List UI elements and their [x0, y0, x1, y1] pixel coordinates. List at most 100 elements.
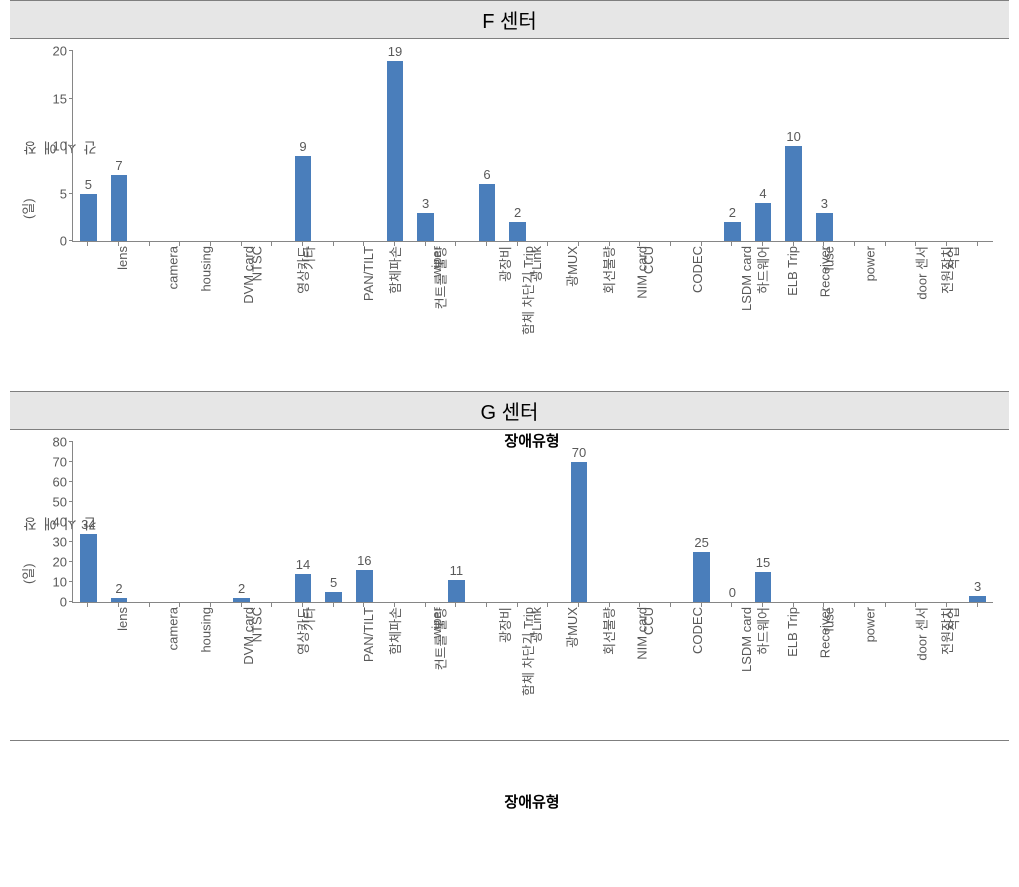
chart_f-xtick-mark: [854, 242, 855, 246]
chart_g-xtick-mark: [823, 603, 824, 607]
chart_g-bar: 34: [80, 534, 97, 602]
chart_g-xtick-mark: [179, 603, 180, 607]
chart_g-xtick-mark: [885, 603, 886, 607]
chart_f-bar: 7: [111, 175, 128, 242]
chart_g-bar-value-label: 25: [694, 535, 708, 552]
chart_g-xtick-mark: [394, 603, 395, 607]
chart_g-bar-value-label: 34: [81, 517, 95, 534]
chart_f-bar: 2: [724, 222, 741, 241]
chart_f-xtick-label: 하드웨어: [753, 246, 772, 294]
chart_g-xtick-mark: [670, 603, 671, 607]
chart_f-xtick-label: ELB Trip: [785, 246, 800, 296]
chart_g-xtick-mark: [87, 603, 88, 607]
chart_g-bar: 3: [969, 596, 986, 602]
chart_f-bars: 5791936224103: [73, 51, 993, 241]
chart_g-ytick: 70: [35, 455, 67, 470]
chart_f-bar-value-label: 7: [115, 158, 122, 175]
chart_f-xtick-mark: [149, 242, 150, 246]
chart_f-xtick-mark: [425, 242, 426, 246]
chart_f-xtick-mark: [517, 242, 518, 246]
chart_g-bar: 25: [693, 552, 710, 602]
chart_f-bar: 9: [295, 156, 312, 242]
chart_f-xtick-label: door 센서: [912, 246, 931, 300]
chart_f-bar: 4: [755, 203, 772, 241]
chart_f-bar-value-label: 3: [422, 196, 429, 213]
chart_g-xtick-label: camera: [165, 607, 180, 650]
chart_g-section: G 센터장애시간(일)01020304050607080342214516117…: [0, 391, 1019, 734]
chart_g-bar: 2: [233, 598, 250, 602]
chart_f-ytick: 15: [35, 91, 67, 106]
chart_f-xtick-mark: [179, 242, 180, 246]
chart_f-ytick: 5: [35, 186, 67, 201]
chart_g-xtick-label: power: [863, 607, 878, 642]
chart_g-bar-value-label: 14: [296, 557, 310, 574]
chart_g-xtick-label: PAN/TILT: [361, 607, 376, 662]
chart_g-xtick-mark: [731, 603, 732, 607]
chart_g-ytick: 40: [35, 515, 67, 530]
chart_f-wrap: 장애시간(일)051015205791936224103lenscameraho…: [30, 51, 989, 373]
chart_g-xtick-label: NTSC: [249, 607, 264, 642]
chart_g-ytick: 80: [35, 435, 67, 450]
chart_f-xtick-mark: [670, 242, 671, 246]
chart_g-bar: 5: [325, 592, 342, 602]
chart_f-bar-value-label: 5: [85, 177, 92, 194]
chart_g-xtick-label: lens: [115, 607, 130, 631]
chart_f-xtick-label: 광Link: [526, 246, 545, 282]
chart_g-ytick: 20: [35, 555, 67, 570]
chart_g-xtick-mark: [241, 603, 242, 607]
chart_g-bar: 16: [356, 570, 373, 602]
chart_f-xtick-label: NTSC: [249, 246, 264, 281]
chart_f-xtick-mark: [241, 242, 242, 246]
chart_f-xtick-mark: [87, 242, 88, 246]
chart_g-xtick-label: CCU: [641, 607, 656, 635]
chart_f-xtick-mark: [333, 242, 334, 246]
chart_f-bar-value-label: 2: [729, 205, 736, 222]
chart_f-xtick-mark: [394, 242, 395, 246]
chart_f-xtick-mark: [915, 242, 916, 246]
chart_f-bar-value-label: 4: [759, 186, 766, 203]
chart_g-xtick-label: housing: [198, 607, 213, 653]
chart_g-wrap: 장애시간(일)010203040506070803422145161170250…: [30, 442, 989, 734]
chart_f-ytick: 20: [35, 44, 67, 59]
chart_g-xtick-label: 하드웨어: [753, 607, 772, 655]
chart_f-bar-value-label: 6: [483, 167, 490, 184]
chart_f-xtick-mark: [639, 242, 640, 246]
chart_f-xtick-label: 광장비: [495, 246, 514, 282]
chart_g-ytick: 50: [35, 495, 67, 510]
chart_g-xtick-mark: [425, 603, 426, 607]
chart_f-xtick-mark: [547, 242, 548, 246]
chart_f-xtick-label: PAN/TILT: [361, 246, 376, 301]
chart_g-bar: 70: [571, 462, 588, 602]
chart_f-ytick: 0: [35, 234, 67, 249]
chart_f-xtick-mark: [762, 242, 763, 246]
chart_f-bar: 6: [479, 184, 496, 241]
chart_g-xtick-mark: [333, 603, 334, 607]
chart_g-xtick-mark: [118, 603, 119, 607]
chart_g-xticks: lenscamerahousingDVM cardNTSC영상카드기타PAN/T…: [72, 603, 992, 695]
chart_f-xtick-label: LSDM card: [739, 246, 754, 311]
chart_f-xtick-label: lens: [115, 246, 130, 270]
chart_g-xtick-mark: [793, 603, 794, 607]
chart_f-xtick-label: camera: [165, 246, 180, 289]
chart_f-xtick-label: fuse: [821, 246, 836, 271]
chart_g-xtick-mark: [915, 603, 916, 607]
chart_f-ytick: 10: [35, 139, 67, 154]
chart_g-bar: 14: [295, 574, 312, 602]
chart_g-xtick-mark: [363, 603, 364, 607]
chart_g-xtick-mark: [609, 603, 610, 607]
chart_f-bar: 2: [509, 222, 526, 241]
chart_f-xtick-mark: [271, 242, 272, 246]
chart_g-bar-value-label: 11: [450, 563, 464, 580]
chart_f-xtick-mark: [455, 242, 456, 246]
chart_f-bar-value-label: 3: [821, 196, 828, 213]
chart_f-bar-value-label: 19: [388, 44, 402, 61]
chart_f-xtick-label: CCU: [641, 246, 656, 274]
chart_f-xtick-mark: [946, 242, 947, 246]
chart_g-xtick-mark: [977, 603, 978, 607]
chart_g-bar-value-label: 2: [238, 581, 245, 598]
chart_g-xtick-label: 함체파손: [385, 607, 404, 655]
chart_g-xtick-mark: [547, 603, 548, 607]
chart_g-xtick-mark: [578, 603, 579, 607]
chart_g-bar-value-label: 70: [572, 445, 586, 462]
chart_f-xtick-label: 작업: [943, 246, 962, 270]
